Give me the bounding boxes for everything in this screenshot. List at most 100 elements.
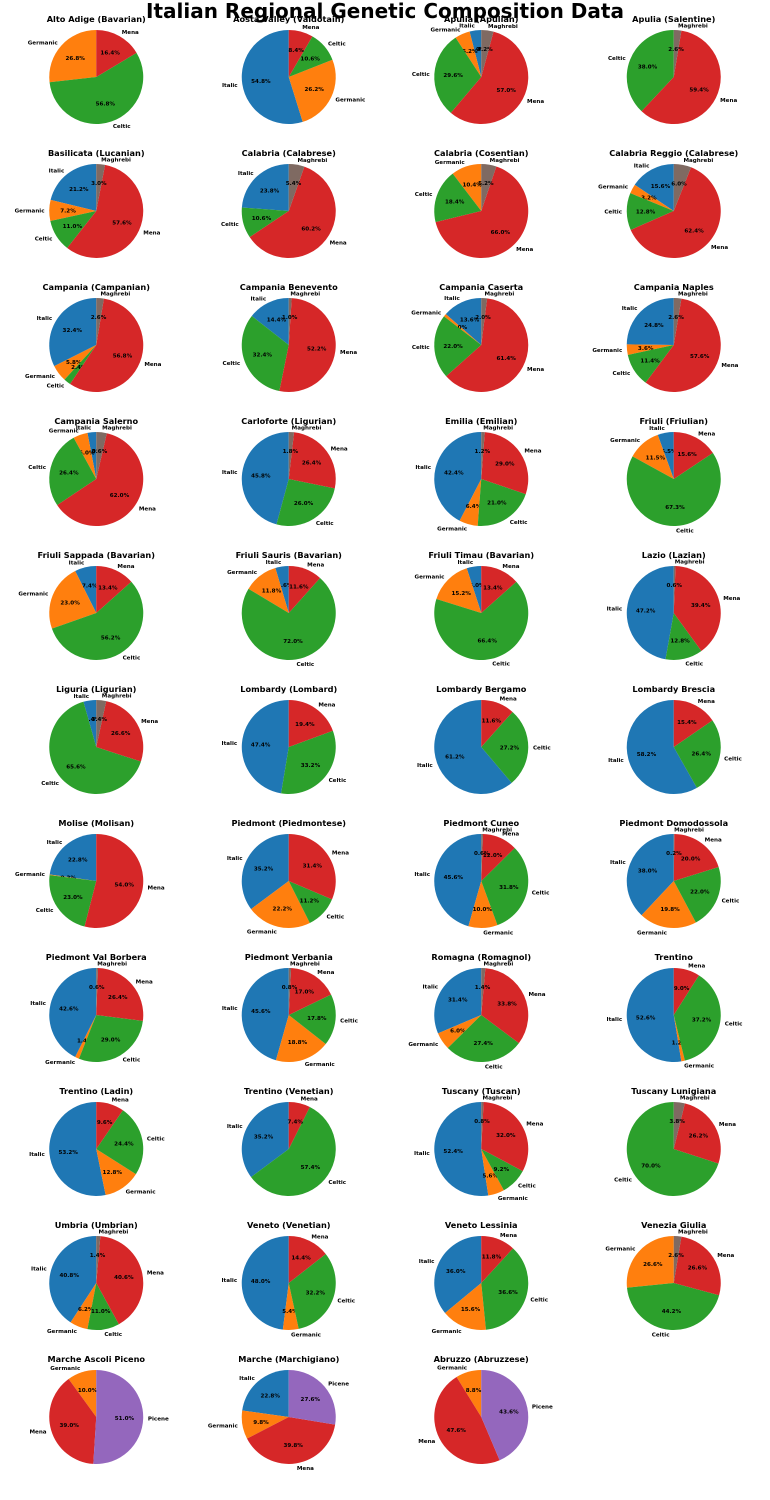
slice-category-label: Italic xyxy=(31,1266,47,1272)
slice-percent-label: 0.6% xyxy=(667,583,683,589)
slice-category-label: Mena xyxy=(29,1429,46,1435)
slice-category-label: Italic xyxy=(250,297,266,303)
slice-percent-label: 38.0% xyxy=(638,65,658,71)
slice-category-label: Germanic xyxy=(432,1329,462,1335)
slice-percent-label: 1.0% xyxy=(282,315,298,321)
slice-percent-label: 61.4% xyxy=(497,356,517,362)
slice-category-label: Italic xyxy=(419,1259,435,1265)
slice-category-label: Mena xyxy=(711,245,728,251)
slice-percent-label: 11.0% xyxy=(63,224,83,230)
chart-title: Campania Caserta xyxy=(439,282,523,292)
slice-percent-label: 19.4% xyxy=(295,722,315,728)
slice-percent-label: 26.6% xyxy=(688,1266,708,1272)
slice-category-label: Germanic xyxy=(483,931,513,937)
pie-slice-mena xyxy=(57,433,144,527)
slice-category-label: Maghrebi xyxy=(680,1096,710,1102)
slice-percent-label: 43.6% xyxy=(499,1409,519,1415)
pie-slice-italic xyxy=(49,968,97,1058)
slice-category-label: Germanic xyxy=(592,348,622,354)
pie-slice-celtic xyxy=(241,315,289,392)
slice-percent-label: 5.4% xyxy=(286,181,302,187)
slice-category-label: Mena xyxy=(332,850,349,856)
slice-category-label: Germanic xyxy=(208,1424,238,1430)
chart-title: Romagna (Romagnol) xyxy=(431,952,531,962)
pie-slice-celtic xyxy=(626,1283,720,1330)
pie-slice-mena xyxy=(673,700,713,747)
pie-slice-germanic xyxy=(445,1283,486,1330)
pie-slice-mena xyxy=(673,566,721,652)
slice-category-label: Germanic xyxy=(684,1064,714,1070)
slice-category-label: Mena xyxy=(500,697,517,703)
slice-category-label: Celtic xyxy=(326,914,344,920)
slice-category-label: Picene xyxy=(328,1382,349,1388)
slice-category-label: Italic xyxy=(622,306,638,312)
slice-category-label: Maghrebi xyxy=(101,158,131,164)
pie-slice-mena xyxy=(481,834,515,881)
pie-slice-celtic xyxy=(49,875,97,927)
slice-category-label: Picene xyxy=(532,1405,553,1411)
pie-slice-maghrebi xyxy=(481,833,484,881)
chart-title: Campania Salerno xyxy=(54,416,138,426)
slice-percent-label: 11.8% xyxy=(262,589,282,595)
pie-slice-mena xyxy=(70,298,144,393)
slice-category-label: Germanic xyxy=(408,1042,438,1048)
chart-title: Trentino (Venetian) xyxy=(244,1086,334,1096)
slice-category-label: Celtic xyxy=(297,662,315,668)
pie-slice-germanic xyxy=(630,184,674,211)
slice-percent-label: 26.8% xyxy=(66,56,86,62)
chart-title: Apulia (Apulian) xyxy=(444,14,519,24)
pie-slice-italic xyxy=(434,432,482,521)
slice-category-label: Germanic xyxy=(47,1329,77,1335)
slice-percent-label: 57.0% xyxy=(497,88,517,94)
slice-percent-label: 1.8% xyxy=(283,449,299,455)
slice-category-label: Mena xyxy=(136,980,153,986)
slice-percent-label: 26.4% xyxy=(692,751,712,757)
slice-category-label: Germanic xyxy=(437,527,467,533)
slice-category-label: Maghrebi xyxy=(484,961,514,967)
pie-slice-italic xyxy=(241,968,289,1061)
slice-category-label: Germanic xyxy=(28,41,58,47)
pie-slice-celtic xyxy=(626,1102,719,1196)
pie-slice-mena xyxy=(49,1378,97,1464)
pie-slice-maghrebi xyxy=(481,968,486,1015)
slice-percent-label: 0.8% xyxy=(474,1119,490,1125)
slice-percent-label: 67.3% xyxy=(665,505,685,511)
slice-percent-label: 5.2% xyxy=(462,49,478,55)
pie-slice-maghrebi xyxy=(96,1236,101,1283)
slice-percent-label: 32.4% xyxy=(63,328,83,334)
pie-slice-mena xyxy=(249,166,336,259)
slice-category-label: Mena xyxy=(318,703,335,709)
pie-chart-trentino-venetian: Trentino (Venetian) 35.2% Italic 57.4% Celti… xyxy=(227,1086,346,1197)
pie-slice-italic xyxy=(434,700,512,794)
slice-category-label: Mena xyxy=(302,25,319,31)
chart-title: Lazio (Lazian) xyxy=(642,550,706,560)
pie-slice-maghrebi xyxy=(673,298,682,345)
slice-category-label: Celtic xyxy=(35,236,53,242)
pie-slice-celtic xyxy=(251,1106,336,1197)
slice-percent-label: 16.4% xyxy=(100,50,120,56)
slice-category-label: Mena xyxy=(720,98,737,104)
pie-slice-italic xyxy=(634,164,674,211)
slice-percent-label: 1.2% xyxy=(475,449,491,455)
slice-percent-label: 10.0% xyxy=(78,1388,98,1394)
slice-percent-label: 11.6% xyxy=(482,719,502,725)
slice-category-label: Germanic xyxy=(126,1190,156,1196)
pie-slice-germanic xyxy=(456,1370,482,1417)
pie-slice-mena xyxy=(288,30,313,77)
slice-category-label: Germanic xyxy=(335,97,365,103)
pie-slice-germanic xyxy=(70,1283,97,1330)
chart-title: Molise (Molisan) xyxy=(58,818,134,828)
slice-percent-label: 36.0% xyxy=(446,1269,466,1275)
slice-percent-label: 56.2% xyxy=(101,635,121,641)
pie-slice-maghrebi xyxy=(96,298,104,345)
slice-category-label: Italic xyxy=(29,1152,45,1158)
slice-percent-label: 5.5% xyxy=(661,449,677,455)
slice-percent-label: 42.6% xyxy=(59,1007,79,1013)
slice-percent-label: 2.0% xyxy=(475,315,491,321)
pie-slice-italic xyxy=(626,968,682,1062)
slice-percent-label: 1.4% xyxy=(475,985,491,991)
slice-category-label: Maghrebi xyxy=(678,1229,708,1235)
slice-percent-label: 52.6% xyxy=(636,1015,656,1021)
slice-category-label: Celtic xyxy=(123,1058,141,1064)
slice-percent-label: 39.0% xyxy=(59,1423,79,1429)
